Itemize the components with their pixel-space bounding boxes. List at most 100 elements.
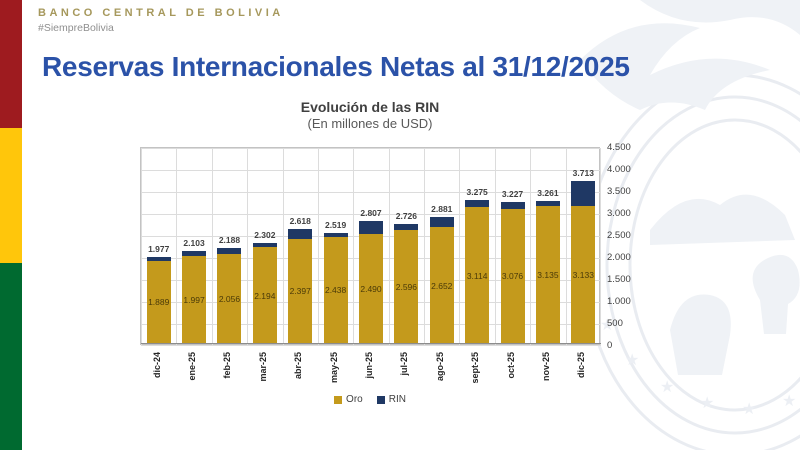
- bank-hashtag: #SiempreBolivia: [38, 22, 114, 34]
- bar-rin-sept-25: [465, 199, 490, 207]
- v-gridline: [247, 148, 248, 346]
- plot-area: 1.977 1.889 2.103 1.997 2.188 2.056 2.302 2.194…: [140, 147, 601, 346]
- chart-legend: Oro RIN: [140, 394, 600, 405]
- bar-oro-jul-25: [394, 229, 419, 344]
- rin-total-label: 3.227: [501, 189, 524, 200]
- oro-value-label: 3.114: [466, 270, 488, 281]
- svg-text:★: ★: [782, 393, 796, 410]
- x-tick-label: dic-25: [576, 352, 587, 379]
- legend-label-oro: Oro: [346, 394, 363, 405]
- rin-total-label: 2.618: [289, 215, 311, 226]
- bar-oro-sept-25: [465, 206, 490, 344]
- x-tick-label: abr-25: [293, 352, 304, 380]
- bar-rin-may-25: [323, 233, 348, 237]
- x-tick-label: dic-24: [151, 352, 162, 379]
- y-tick-label: 4.000: [607, 164, 631, 175]
- v-gridline: [459, 148, 460, 346]
- bar-oro-dic-25: [571, 206, 596, 344]
- x-tick-label: oct-25: [505, 352, 516, 379]
- legend-label-rin: RIN: [388, 394, 406, 405]
- page-title: Reservas Internacionales Netas al 31/12/…: [42, 51, 630, 82]
- rin-total-label: 3.275: [466, 186, 488, 197]
- oro-value-label: 3.076: [501, 271, 524, 282]
- rin-total-label: 3.713: [572, 167, 594, 178]
- oro-value-label: 1.889: [148, 297, 170, 308]
- bar-oro-feb-25: [217, 253, 242, 344]
- x-tick-label: feb-25: [222, 352, 233, 379]
- oro-value-label: 2.194: [254, 290, 276, 301]
- flag-stripe: [0, 0, 22, 450]
- bar-oro-oct-25: [500, 208, 525, 344]
- legend-item-oro: Oro: [334, 394, 363, 405]
- bar-oro-abr-25: [288, 238, 313, 344]
- y-tick-label: 2.000: [607, 252, 631, 263]
- rin-total-label: 2.881: [431, 204, 453, 215]
- v-gridline: [566, 148, 567, 346]
- x-tick-label: ene-25: [187, 352, 198, 381]
- oro-value-label: 2.056: [218, 293, 241, 304]
- flag-green-band: [0, 263, 22, 450]
- x-axis: dic-24 ene-25 feb-25 mar-25 abr-25 may-25 jun-…: [140, 348, 600, 398]
- x-tick-label: ago-25: [434, 352, 445, 382]
- oro-value-label: 3.133: [572, 270, 594, 281]
- v-gridline: [176, 148, 177, 346]
- rin-total-label: 2.807: [360, 207, 382, 218]
- oro-value-label: 3.135: [537, 270, 559, 281]
- oro-value-label: 2.438: [324, 285, 347, 296]
- svg-text:★: ★: [700, 395, 714, 412]
- v-gridline: [600, 148, 601, 346]
- x-tick-label: mar-25: [257, 352, 268, 382]
- bar-oro-jun-25: [359, 234, 383, 344]
- bar-rin-jul-25: [394, 224, 419, 230]
- bar-oro-ene-25: [182, 256, 207, 344]
- rin-total-label: 2.103: [183, 238, 205, 249]
- v-gridline: [283, 148, 284, 346]
- v-gridline: [424, 148, 425, 346]
- x-tick-label: jun-25: [364, 352, 374, 379]
- bar-rin-abr-25: [288, 228, 313, 239]
- y-tick-label: 1.500: [607, 274, 631, 285]
- bar-rin-oct-25: [500, 202, 525, 209]
- rin-total-label: 3.261: [537, 187, 559, 198]
- y-tick-label: 3.000: [607, 208, 631, 219]
- svg-text:★: ★: [660, 379, 674, 396]
- h-gridline: [141, 170, 601, 171]
- rin-total-label: 2.519: [324, 220, 347, 231]
- v-gridline: [212, 148, 213, 346]
- x-axis-line: [141, 343, 601, 344]
- y-tick-label: 0: [607, 340, 613, 351]
- bar-oro-ago-25: [429, 227, 454, 344]
- x-tick-label: may-25: [328, 352, 339, 384]
- flag-yellow-band: [0, 128, 22, 263]
- legend-item-rin: RIN: [376, 394, 406, 405]
- bar-oro-nov-25: [535, 206, 560, 344]
- oro-value-label: 2.596: [395, 281, 418, 292]
- bar-rin-mar-25: [252, 242, 277, 248]
- bar-rin-dic-24: [146, 257, 171, 261]
- bar-oro-dic-24: [146, 260, 171, 344]
- y-tick-label: 1.000: [607, 296, 631, 307]
- bar-rin-ene-25: [182, 251, 207, 257]
- rin-swatch-icon: [376, 395, 385, 404]
- h-gridline: [141, 148, 601, 149]
- y-tick-label: 500: [607, 318, 623, 329]
- v-gridline: [318, 148, 319, 346]
- x-tick-label: nov-25: [540, 352, 551, 382]
- bar-oro-may-25: [323, 236, 348, 344]
- h-gridline: [141, 192, 601, 193]
- v-gridline: [495, 148, 496, 346]
- y-tick-label: 2.500: [607, 230, 631, 241]
- v-gridline: [353, 148, 354, 346]
- chart-subtitle: (En millones de USD): [307, 116, 433, 131]
- h-gridline: [141, 214, 601, 215]
- svg-text:★: ★: [625, 352, 639, 369]
- y-tick-label: 4.500: [607, 142, 631, 153]
- bar-rin-feb-25: [217, 247, 242, 254]
- x-tick-label: jul-25: [399, 352, 410, 376]
- chart-title: Evolución de las RIN: [300, 99, 440, 115]
- h-gridline: [141, 345, 601, 346]
- y-tick-label: 3.500: [607, 186, 631, 197]
- oro-value-label: 2.397: [289, 286, 311, 297]
- svg-text:★: ★: [742, 401, 756, 418]
